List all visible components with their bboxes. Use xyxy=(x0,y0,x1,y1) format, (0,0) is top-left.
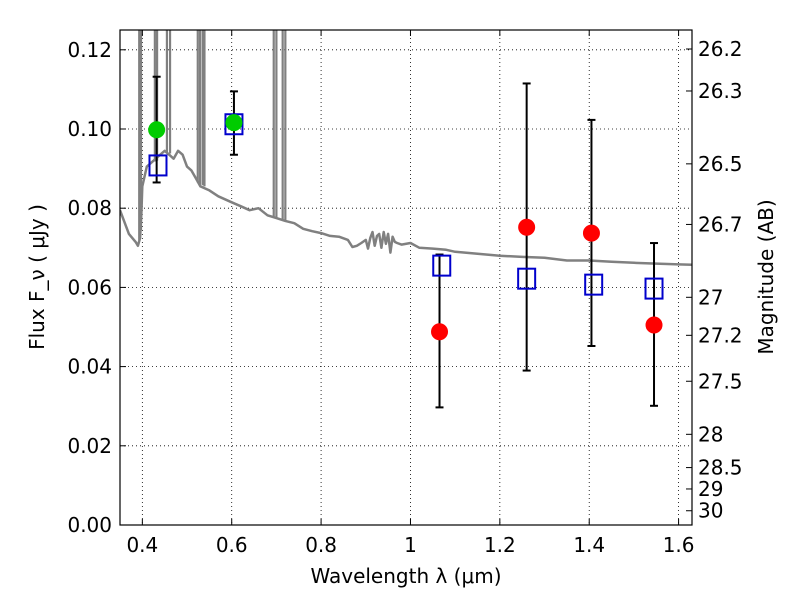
x-tick-label: 1 xyxy=(404,533,417,557)
observed-flux-point xyxy=(225,114,243,132)
observed-flux-point xyxy=(431,323,449,341)
observed-flux-point xyxy=(148,121,166,139)
x-tick-label: 1.6 xyxy=(663,533,695,557)
y-tick-label: 0.12 xyxy=(67,38,112,62)
mag-tick-label: 26.5 xyxy=(698,152,743,176)
axis-ticks: 0.4 0.6 0.8 1 1.2 1.4 1.6 0.00 0.02 0.04 0.06 0.08 0… xyxy=(67,30,743,557)
model-flux-square xyxy=(644,277,664,300)
mag-tick-label: 29 xyxy=(698,477,723,501)
mag-tick-label: 27 xyxy=(698,285,723,309)
y-axis-label-right: Magnitude (AB) xyxy=(754,199,778,354)
x-tick-label: 1.2 xyxy=(484,533,516,557)
plot-frame xyxy=(119,29,693,526)
observed-flux-point xyxy=(518,218,536,236)
y-tick-label: 0.08 xyxy=(67,196,112,220)
model-spectrum-line xyxy=(120,149,692,267)
y-axis-label-left: Flux F_ν ( μJy ) xyxy=(25,204,49,350)
x-tick-label: 0.8 xyxy=(305,533,337,557)
plot-area xyxy=(120,30,692,409)
y-tick-label: 0.00 xyxy=(67,513,112,537)
x-tick-label: 0.4 xyxy=(126,533,158,557)
x-axis-label: Wavelength λ (μm) xyxy=(310,564,501,588)
grid xyxy=(120,30,692,526)
mag-tick-label: 28.5 xyxy=(698,456,743,480)
observed-flux-point xyxy=(582,224,600,242)
x-tick-label: 1.4 xyxy=(573,533,605,557)
y-tick-label: 0.04 xyxy=(67,355,112,379)
mag-tick-label: 27.2 xyxy=(698,323,743,347)
model-flux-square xyxy=(432,254,452,277)
mag-tick-label: 27.5 xyxy=(698,369,743,393)
model-flux-square xyxy=(584,273,604,296)
y-tick-label: 0.02 xyxy=(67,434,112,458)
model-flux-square xyxy=(517,267,537,290)
mag-tick-label: 28 xyxy=(698,422,723,446)
mag-tick-label: 26.2 xyxy=(698,37,743,61)
mag-tick-label: 26.7 xyxy=(698,212,743,236)
observed-flux-point xyxy=(645,316,663,334)
x-tick-label: 0.6 xyxy=(216,533,248,557)
mag-tick-label: 26.3 xyxy=(698,79,743,103)
mag-tick-label: 30 xyxy=(698,499,723,523)
y-tick-label: 0.10 xyxy=(67,117,112,141)
model-flux-square xyxy=(148,154,168,177)
y-tick-label: 0.06 xyxy=(67,275,112,299)
